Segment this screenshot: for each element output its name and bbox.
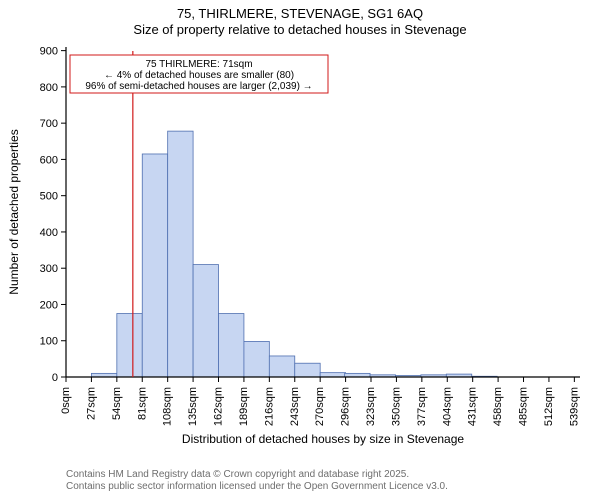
attribution-footer: Contains HM Land Registry data © Crown c… xyxy=(0,469,600,494)
y-tick-label: 900 xyxy=(40,45,58,57)
histogram-bar xyxy=(269,355,294,376)
x-tick-label: 350sqm xyxy=(390,387,402,426)
callout-line2: ← 4% of detached houses are smaller (80) xyxy=(104,70,294,81)
x-tick-label: 296sqm xyxy=(340,387,352,426)
y-tick-label: 800 xyxy=(40,81,58,93)
histogram-bar xyxy=(295,363,320,377)
x-tick-label: 108sqm xyxy=(162,387,174,426)
chart-title-line1: 75, THIRLMERE, STEVENAGE, SG1 6AQ xyxy=(0,6,600,22)
x-tick-label: 54sqm xyxy=(111,387,123,420)
footer-line1: Contains HM Land Registry data © Crown c… xyxy=(66,469,600,482)
histogram-bar xyxy=(168,131,193,377)
y-tick-label: 600 xyxy=(40,154,58,166)
x-tick-label: 162sqm xyxy=(213,387,225,426)
x-tick-label: 243sqm xyxy=(289,387,301,426)
x-tick-label: 431sqm xyxy=(467,387,479,426)
x-tick-label: 189sqm xyxy=(238,387,250,426)
x-tick-label: 27sqm xyxy=(85,387,97,420)
histogram-svg: 0 100 200 300 400 500 600 700 800 900 0sqm 27sqm 54s… xyxy=(0,39,600,449)
chart-title-block: 75, THIRLMERE, STEVENAGE, SG1 6AQ Size o… xyxy=(0,0,600,39)
x-axis-label: Distribution of detached houses by size … xyxy=(182,432,465,446)
y-tick-label: 300 xyxy=(40,263,58,275)
x-tick-label: 0sqm xyxy=(60,387,72,414)
histogram-bar xyxy=(142,153,167,376)
histogram-bar xyxy=(193,264,218,376)
x-tick-label: 377sqm xyxy=(416,387,428,426)
y-axis-label: Number of detached properties xyxy=(7,129,21,294)
histogram-bar xyxy=(219,313,244,376)
y-tick-label: 0 xyxy=(52,372,58,384)
callout-line3: 96% of semi-detached houses are larger (… xyxy=(85,81,312,92)
y-tick-label: 200 xyxy=(40,299,58,311)
x-tick-label: 216sqm xyxy=(263,387,275,426)
y-tick-label: 700 xyxy=(40,118,58,130)
x-tick-label: 81sqm xyxy=(136,387,148,420)
y-tick-label: 500 xyxy=(40,190,58,202)
x-tick-label: 323sqm xyxy=(365,387,377,426)
x-tick-label: 539sqm xyxy=(568,387,580,426)
footer-line2: Contains public sector information licen… xyxy=(66,481,600,494)
x-tick-label: 512sqm xyxy=(543,387,555,426)
y-tick-label: 100 xyxy=(40,335,58,347)
histogram-bar xyxy=(117,313,142,376)
x-tick-label: 485sqm xyxy=(518,387,530,426)
x-tick-label: 270sqm xyxy=(314,387,326,426)
x-tick-label: 458sqm xyxy=(492,387,504,426)
chart-title-line2: Size of property relative to detached ho… xyxy=(0,22,600,38)
histogram-bar xyxy=(320,372,345,376)
chart-area: 0 100 200 300 400 500 600 700 800 900 0sqm 27sqm 54s… xyxy=(0,39,600,469)
x-tick-label: 135sqm xyxy=(187,387,199,426)
histogram-bar xyxy=(244,341,269,377)
x-tick-label: 404sqm xyxy=(441,387,453,426)
y-tick-label: 400 xyxy=(40,226,58,238)
callout-line1: 75 THIRLMERE: 71sqm xyxy=(145,59,252,70)
